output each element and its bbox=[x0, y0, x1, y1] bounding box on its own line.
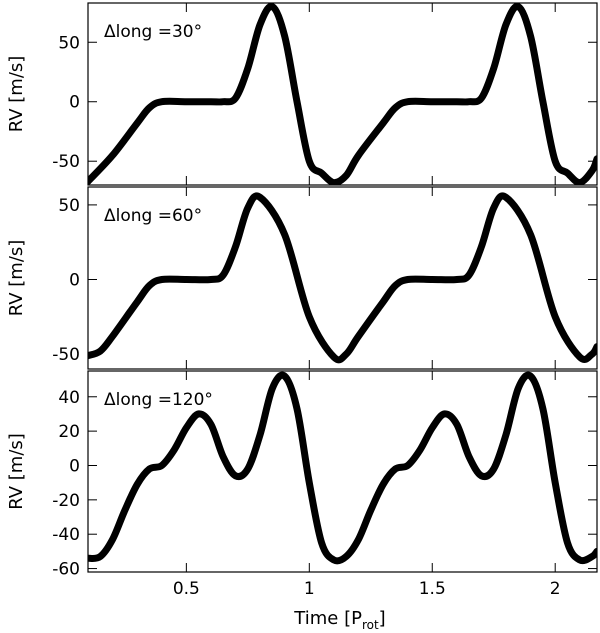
panel-1: -50 0 50 RV [m/s] Δlong =30° bbox=[6, 2, 598, 186]
y-tick-label: -60 bbox=[52, 560, 80, 580]
y-tick-label: 50 bbox=[58, 33, 80, 53]
panel-2: -50 0 50 RV [m/s] Δlong =60° bbox=[6, 186, 598, 370]
y-tick-label: 40 bbox=[58, 388, 80, 408]
x-axis-title-main: Time [P bbox=[293, 608, 362, 629]
panel-label: Δlong =60° bbox=[104, 206, 202, 226]
y-tick-label: 20 bbox=[58, 422, 80, 442]
x-axis-title: Time [Prot] bbox=[293, 608, 385, 632]
panel-frame bbox=[87, 2, 598, 186]
y-tick-label: 0 bbox=[69, 270, 80, 290]
panel-label: Δlong =120° bbox=[104, 390, 213, 410]
y-tick-label: -50 bbox=[52, 152, 80, 172]
y-tick-label: -50 bbox=[52, 345, 80, 365]
y-axis-title: RV [m/s] bbox=[6, 433, 27, 510]
x-axis-title-sub: rot bbox=[362, 618, 379, 632]
x-tick-label: 1.5 bbox=[419, 579, 446, 599]
panel-label: Δlong =30° bbox=[104, 22, 202, 42]
x-axis-title-end: ] bbox=[379, 608, 386, 629]
panel-frame bbox=[87, 370, 598, 573]
x-tick-label: 0.5 bbox=[173, 579, 200, 599]
y-tick-label: -40 bbox=[52, 525, 80, 545]
y-axis-title: RV [m/s] bbox=[6, 240, 27, 317]
rv-curve-line bbox=[88, 371, 597, 565]
y-tick-label: 0 bbox=[69, 93, 80, 113]
y-tick-label: 50 bbox=[58, 196, 80, 216]
chart-panels: -50 0 50 RV [m/s] Δlong =30° -50 0 50 RV [m/s] Δl… bbox=[6, 2, 598, 599]
y-axis-title: RV [m/s] bbox=[6, 56, 27, 133]
rv-curve-line bbox=[88, 3, 597, 185]
y-tick-label: -20 bbox=[52, 491, 80, 511]
panel-3: -60 -40 -20 0 20 40 0.5 1 1.5 2 RV [m/s] Δlong =120… bbox=[6, 370, 598, 599]
y-tick-label: 0 bbox=[69, 456, 80, 476]
rv-curve-line bbox=[88, 192, 597, 364]
panel-frame bbox=[87, 186, 598, 370]
x-tick-label: 2 bbox=[550, 579, 561, 599]
x-tick-label: 1 bbox=[304, 579, 315, 599]
